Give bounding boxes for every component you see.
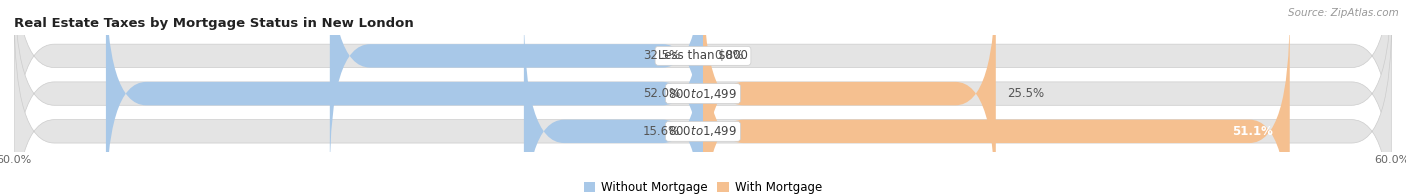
- FancyBboxPatch shape: [14, 0, 1392, 195]
- FancyBboxPatch shape: [703, 0, 995, 195]
- Text: Less than $800: Less than $800: [658, 49, 748, 62]
- FancyBboxPatch shape: [703, 11, 1289, 195]
- Legend: Without Mortgage, With Mortgage: Without Mortgage, With Mortgage: [579, 176, 827, 195]
- FancyBboxPatch shape: [524, 11, 703, 195]
- Text: 15.6%: 15.6%: [643, 125, 681, 138]
- Text: 52.0%: 52.0%: [643, 87, 681, 100]
- Text: 51.1%: 51.1%: [1232, 125, 1272, 138]
- FancyBboxPatch shape: [14, 11, 1392, 195]
- Text: 32.5%: 32.5%: [643, 49, 681, 62]
- Text: Real Estate Taxes by Mortgage Status in New London: Real Estate Taxes by Mortgage Status in …: [14, 17, 413, 30]
- Text: 0.0%: 0.0%: [714, 49, 744, 62]
- Text: Source: ZipAtlas.com: Source: ZipAtlas.com: [1288, 8, 1399, 18]
- FancyBboxPatch shape: [105, 0, 703, 195]
- Text: $800 to $1,499: $800 to $1,499: [668, 87, 738, 101]
- FancyBboxPatch shape: [14, 0, 1392, 176]
- Text: $800 to $1,499: $800 to $1,499: [668, 124, 738, 138]
- Text: 25.5%: 25.5%: [1007, 87, 1045, 100]
- FancyBboxPatch shape: [330, 0, 703, 176]
